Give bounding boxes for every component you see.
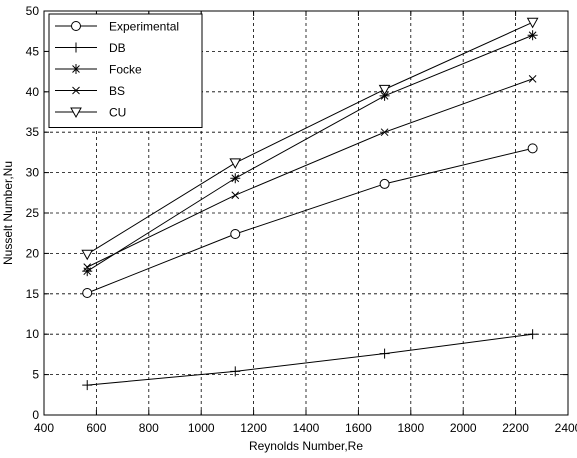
legend-item-bs: BS [55,84,125,98]
y-tick-label: 20 [26,246,40,260]
data-point-focke [527,30,538,41]
legend-marker-focke [71,64,81,74]
axis-ticks: 400 600 800 1000 1200 1400 1600 1800 2000 2200 240… [26,4,577,435]
legend: Experimental DB Focke BS CU [48,13,203,128]
series-group [81,17,539,391]
legend-label: CU [109,106,126,120]
x-tick-label: 1800 [397,421,424,435]
legend-item-focke: Focke [55,63,142,77]
x-tick-label: 800 [139,421,159,435]
y-tick-label: 10 [26,327,40,341]
legend-label: DB [109,41,126,55]
series-experimental [82,143,538,298]
x-tick-label: 1200 [240,421,267,435]
data-point-experimental [527,143,538,154]
legend-marker-db [71,42,81,53]
series-line-experimental [87,147,533,294]
legend-label: Experimental [109,20,179,34]
x-tick-label: 1400 [293,421,320,435]
x-axis-label: Reynolds Number,Re [249,439,363,453]
data-point-focke [379,90,390,101]
x-tick-label: 400 [34,421,54,435]
y-tick-label: 0 [32,408,39,422]
series-line-bs [87,78,533,268]
legend-item-db: DB [55,41,126,55]
data-point-experimental [230,229,241,240]
x-tick-label: 2000 [450,421,477,435]
data-point-cu [378,84,391,96]
series-line-cu [86,21,533,255]
x-tick-label: 600 [86,421,106,435]
y-tick-label: 40 [26,85,40,99]
y-axis-label: Nusselt Number,Nu [1,161,15,265]
y-tick-label: 45 [26,44,40,58]
legend-label: Focke [109,63,142,77]
legend-marker-experimental [71,21,81,31]
legend-marker-bs [72,86,80,95]
series-line-db [87,333,533,386]
data-point-bs [380,128,389,137]
series-focke [82,30,538,277]
data-point-bs [231,191,240,200]
series-db [82,329,538,391]
legend-item-cu: CU [55,106,126,120]
data-point-db [527,329,538,340]
y-tick-label: 5 [32,368,39,382]
data-point-bs [83,263,92,271]
data-point-focke [230,173,241,184]
y-tick-label: 25 [26,206,40,220]
y-tick-label: 50 [26,4,40,18]
legend-marker-cu [70,107,82,119]
legend-label: BS [109,84,125,98]
data-point-cu [229,158,242,169]
y-tick-label: 35 [26,125,40,139]
y-tick-label: 15 [26,287,40,301]
data-point-experimental [379,178,390,189]
data-point-experimental [82,287,93,298]
series-bs [83,75,537,271]
x-tick-label: 1600 [345,421,372,435]
data-point-bs [528,75,537,83]
series-cu [81,17,539,261]
data-point-cu [81,249,94,261]
data-point-db [379,348,390,359]
x-tick-label: 1000 [188,421,215,435]
data-point-db [230,366,241,377]
data-point-db [82,380,93,391]
legend-item-experimental: Experimental [55,20,179,34]
data-point-cu [526,17,539,29]
x-tick-label: 2200 [502,421,529,435]
y-tick-label: 30 [26,166,40,180]
series-line-focke [86,34,533,272]
